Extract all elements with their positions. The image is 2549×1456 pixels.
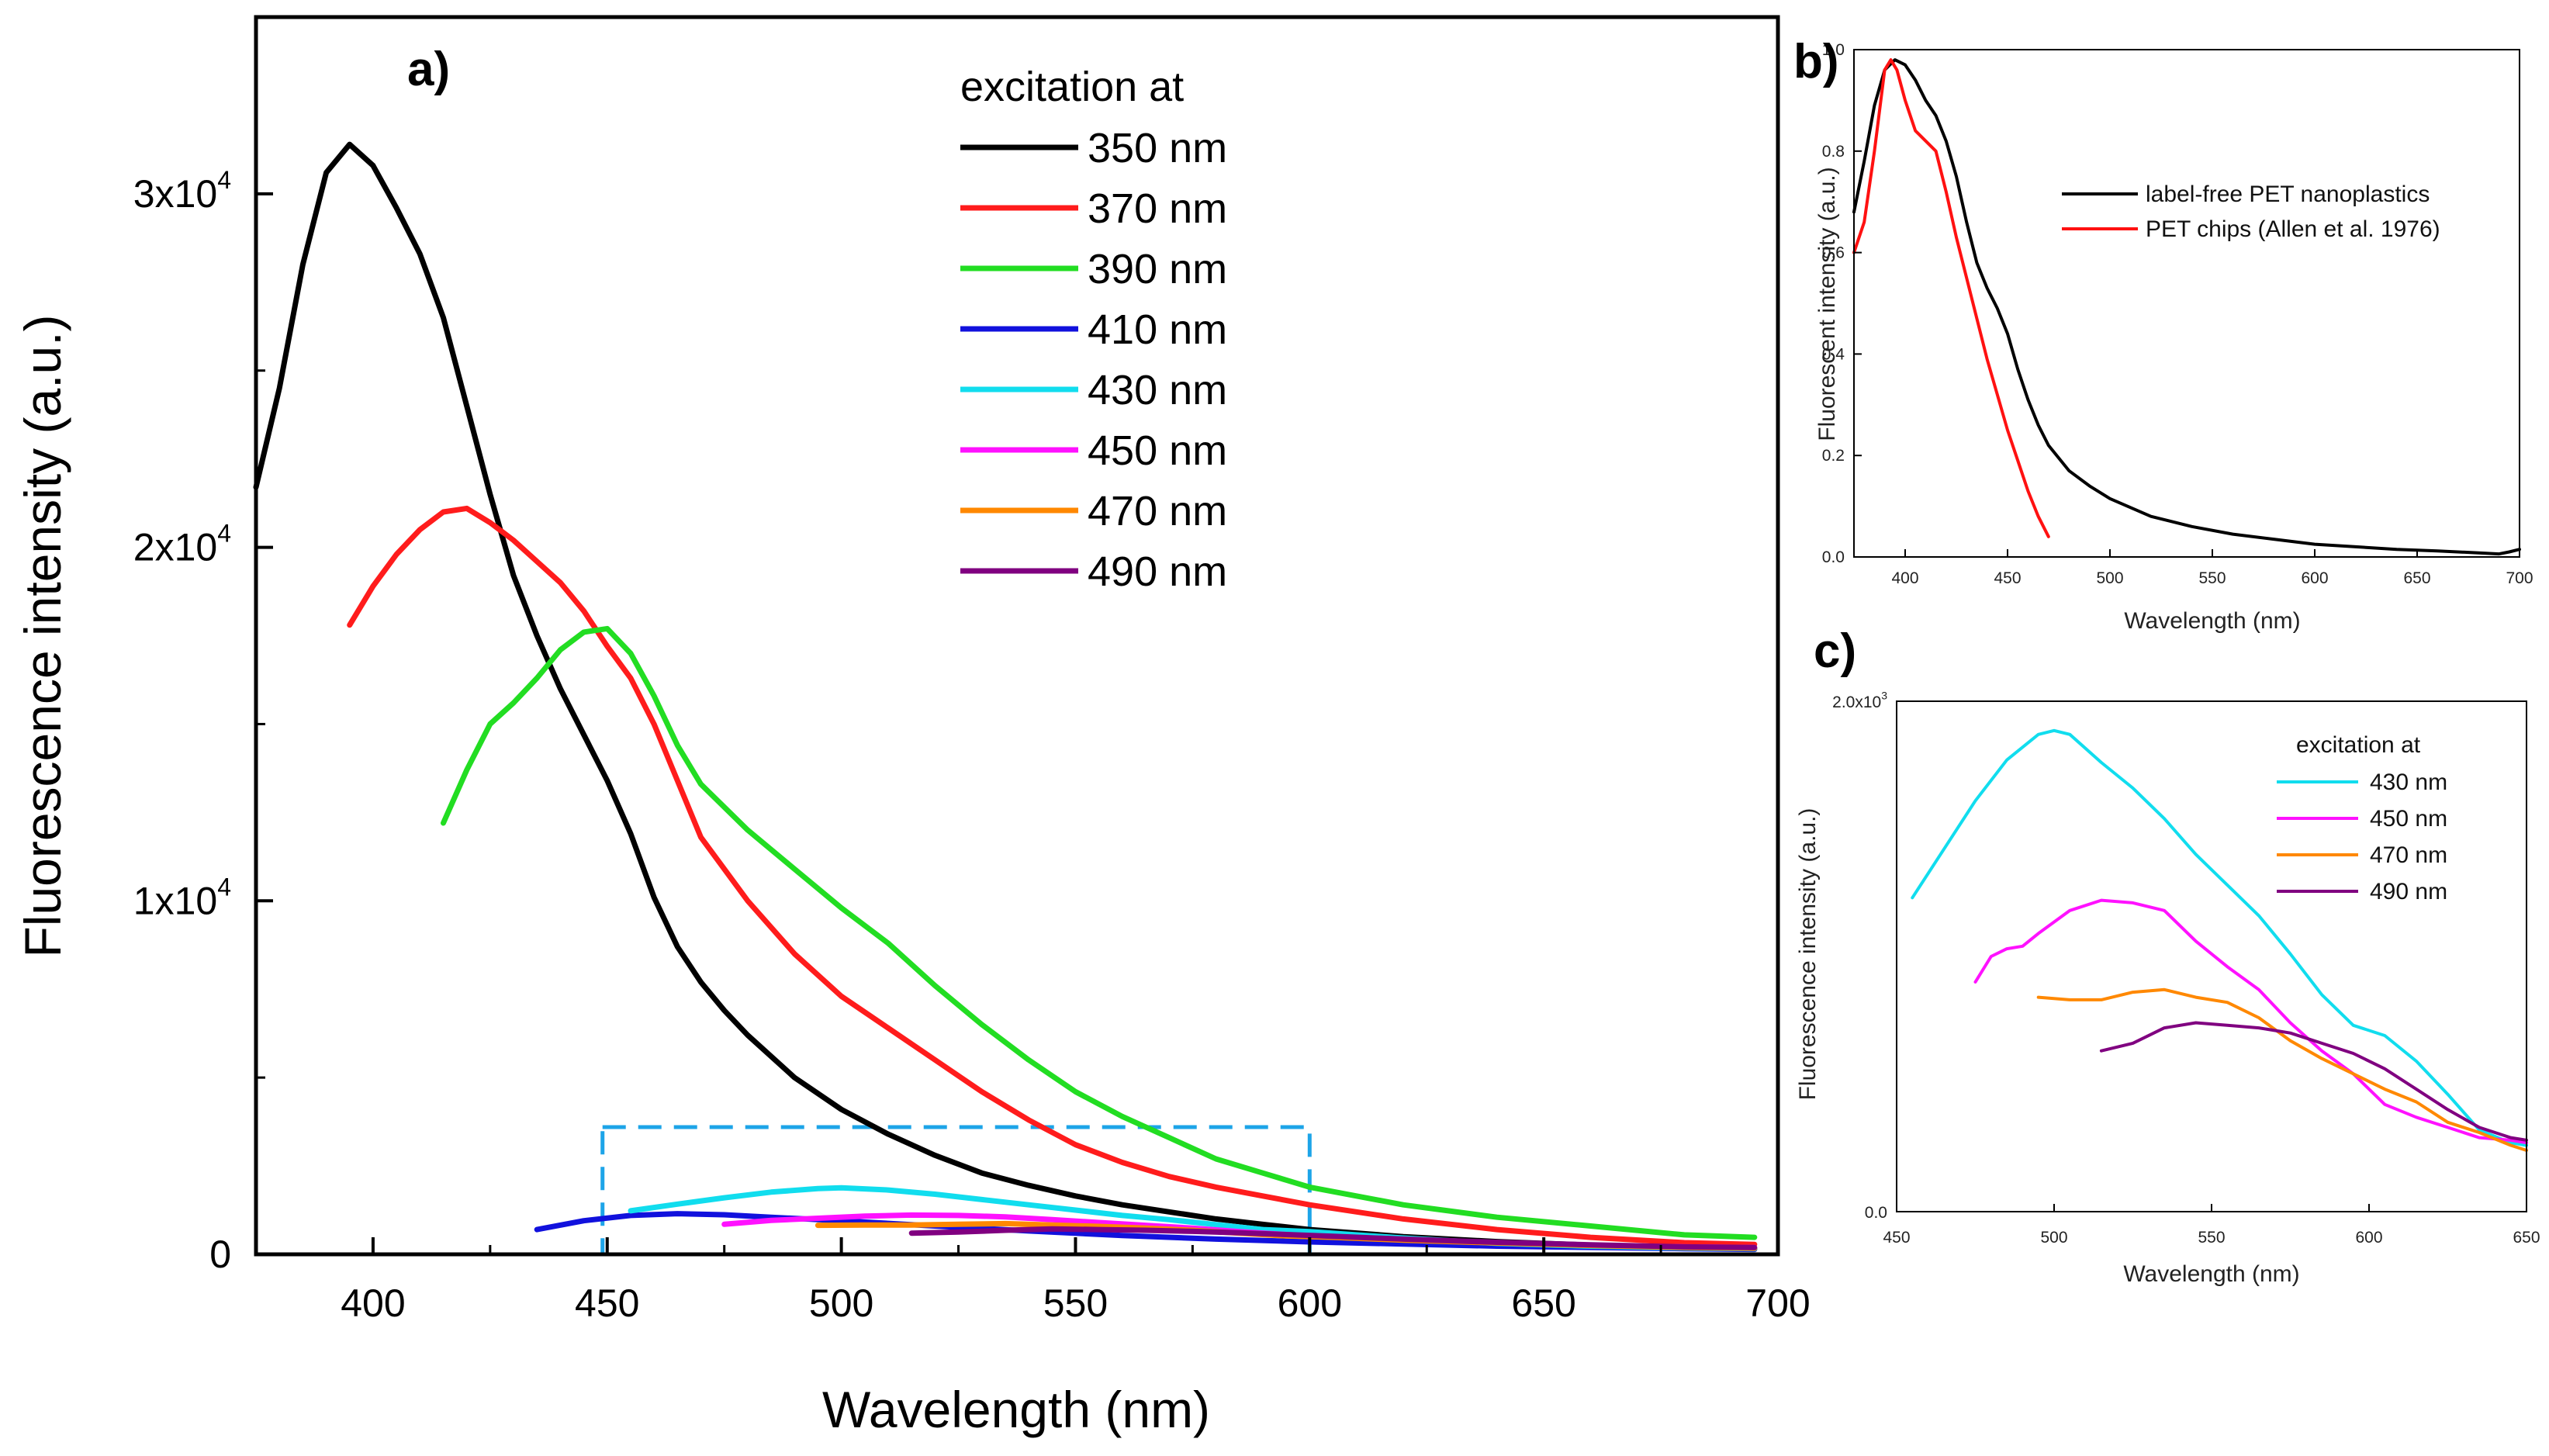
panel-c-x-tick-label: 550 xyxy=(2198,1229,2225,1247)
panel-a-legend-label-470: 470 nm xyxy=(1088,488,1227,534)
panel-c-series-line-450 xyxy=(1973,898,2528,1145)
panel-a-series-line-390 xyxy=(441,625,1758,1240)
panel-b-y-tick-label: 1.0 xyxy=(1822,41,1845,59)
panel-a-label: a) xyxy=(407,43,450,96)
panel-a-legend: excitation at 350 nm 370 nm 390 nm 410 nm 43… xyxy=(960,64,1227,595)
panel-b-series-line-pet-chips xyxy=(1852,58,2050,538)
panel-c-series-line-490 xyxy=(2099,1021,2528,1142)
panel-c-x-axis-title: Wavelength (nm) xyxy=(2123,1261,2299,1287)
panel-b-y-tick-label: 0.4 xyxy=(1822,345,1845,363)
panel-c-legend-label-450: 450 nm xyxy=(2370,806,2447,832)
panel-a-x-tick-label: 650 xyxy=(1511,1281,1575,1325)
panel-c-y-tick-label: 2.0x103 xyxy=(1832,690,1887,712)
panel-b-x-tick-label: 650 xyxy=(2403,569,2430,587)
panel-b-y-axis-title: Fluorescent intensity (a.u.) xyxy=(1814,167,1840,441)
panel-c-legend-label-470: 470 nm xyxy=(2370,842,2447,868)
panel-b-y-tick-label: 0.6 xyxy=(1822,244,1845,262)
panel-a-series-line-350 xyxy=(253,141,1758,1252)
panel-c-x-tick-label: 500 xyxy=(2040,1229,2067,1247)
panel-a-series-line-370 xyxy=(347,505,1758,1247)
panel-c-x-tick-label: 600 xyxy=(2355,1229,2382,1247)
panel-c-legend-label-490: 490 nm xyxy=(2370,879,2447,904)
panel-c-legend-label-430: 430 nm xyxy=(2370,770,2447,795)
panel-a-y-tick-label: 0 xyxy=(209,1233,231,1276)
panel-b: 400 450 500 550 600 650 700 0.0 0.2 0.4 0.6 0.8 1.0… xyxy=(1793,35,2533,634)
panel-a-legend-label-450: 450 nm xyxy=(1088,427,1227,474)
panel-b-y-tick-label: 0.8 xyxy=(1822,143,1845,161)
panel-a-y-axis-title: Fluorescence intensity (a.u.) xyxy=(14,314,71,957)
panel-b-x-tick-label: 600 xyxy=(2301,569,2328,587)
panel-b-x-tick-label: 500 xyxy=(2096,569,2123,587)
panel-b-label: b) xyxy=(1793,35,1839,88)
panel-b-legend-label-label-free: label-free PET nanoplastics xyxy=(2146,182,2430,207)
panel-b-legend: label-free PET nanoplastics PET chips (Al… xyxy=(2062,182,2440,242)
panel-b-x-tick-label: 700 xyxy=(2506,569,2533,587)
panel-c-x-tick-label: 450 xyxy=(1883,1229,1910,1247)
panel-c-series-line-430 xyxy=(1911,728,2528,1147)
panel-c-legend-title: excitation at xyxy=(2296,732,2421,758)
panel-a-y-tick-label: 1x104 xyxy=(133,873,231,922)
panel-c-label: c) xyxy=(1814,624,1856,678)
panel-b-x-axis-title: Wavelength (nm) xyxy=(2124,608,2300,634)
panel-a-x-axis-title: Wavelength (nm) xyxy=(822,1381,1210,1438)
panel-a-y-tick-label: 2x104 xyxy=(133,520,231,569)
panel-a-series-line-490 xyxy=(908,1226,1758,1250)
panel-c-legend: excitation at 430 nm 450 nm 470 nm 490 nm xyxy=(2277,732,2447,904)
panel-a-legend-label-410: 410 nm xyxy=(1088,306,1227,353)
panel-a-legend-label-490: 490 nm xyxy=(1088,548,1227,595)
panel-b-series-line-label-free xyxy=(1852,58,2521,556)
panel-c-series-line-470 xyxy=(2036,987,2528,1152)
panel-b-plot-frame xyxy=(1853,49,2520,558)
panel-b-y-tick-label: 0.2 xyxy=(1822,447,1845,465)
panel-b-x-tick-label: 550 xyxy=(2198,569,2226,587)
panel-a-legend-label-430: 430 nm xyxy=(1088,367,1227,413)
panel-a-x-tick-label: 400 xyxy=(341,1281,405,1325)
panel-a-plot-frame xyxy=(254,15,1780,1257)
panel-a-legend-label-350: 350 nm xyxy=(1088,125,1227,171)
panel-b-x-tick-label: 450 xyxy=(1994,569,2021,587)
panel-b-y-tick-label: 0.0 xyxy=(1822,548,1845,566)
panel-a-x-tick-label: 600 xyxy=(1278,1281,1342,1325)
panel-b-legend-label-pet-chips: PET chips (Allen et al. 1976) xyxy=(2146,216,2440,242)
panel-a-legend-label-370: 370 nm xyxy=(1088,185,1227,232)
panel-a-y-tick-label: 3x104 xyxy=(133,166,231,216)
panel-a-x-tick-label: 500 xyxy=(809,1281,873,1325)
panel-a-legend-label-390: 390 nm xyxy=(1088,246,1227,292)
panel-c-y-axis-title: Fluorescence intensity (a.u.) xyxy=(1795,808,1821,1101)
panel-a-x-tick-label: 700 xyxy=(1745,1281,1810,1325)
panel-c-x-tick-label: 650 xyxy=(2513,1229,2540,1247)
panel-a: 400 450 500 550 600 650 700 0 1x104 2x104 3x104 a… xyxy=(14,15,1811,1438)
panel-c: 450 500 550 600 650 0.0 2.0x103 c) Wavelength… xyxy=(1795,624,2540,1287)
panel-c-y-tick-label: 0.0 xyxy=(1865,1204,1887,1222)
panel-a-x-tick-label: 550 xyxy=(1043,1281,1108,1325)
panel-a-x-tick-label: 450 xyxy=(575,1281,639,1325)
panel-a-legend-title: excitation at xyxy=(960,64,1184,110)
panel-b-x-tick-label: 400 xyxy=(1891,569,1918,587)
